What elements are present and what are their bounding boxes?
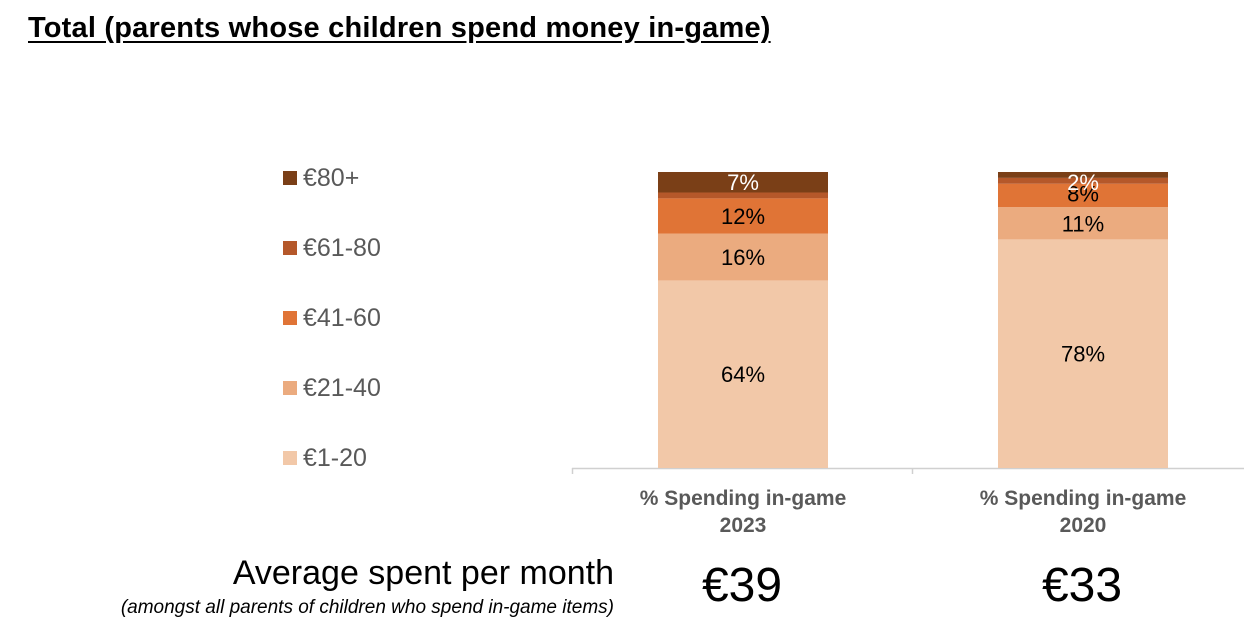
legend-item: €80+ (283, 163, 359, 193)
legend-label: €61-80 (303, 233, 381, 262)
average-note: (amongst all parents of children who spe… (120, 597, 614, 618)
x-tick-label: 2023 (720, 514, 767, 537)
legend-label: €1-20 (303, 443, 367, 472)
legend-item: €21-40 (283, 373, 381, 403)
x-tick-label: 2020 (1060, 514, 1107, 537)
legend-item: €1-20 (283, 443, 367, 473)
legend-item: €61-80 (283, 233, 381, 263)
bar-segment (658, 233, 828, 281)
bar-segment (998, 183, 1168, 208)
legend-swatch (283, 241, 297, 255)
bar-segment (998, 239, 1168, 468)
bar-segment (658, 280, 828, 468)
bar-segment (998, 172, 1168, 178)
bar-segment (998, 177, 1168, 184)
data-label: 64% (721, 362, 765, 387)
stacked-bar-chart: 64% 16% 12% 7% % Spending in-game 2023 78% 11% 8… (571, 170, 1244, 537)
data-label: 12% (721, 204, 765, 229)
legend-label: €41-60 (303, 303, 381, 332)
bar-segment (658, 172, 828, 193)
x-tick-label: % Spending in-game (640, 487, 847, 510)
bar-segment (658, 198, 828, 234)
bar-segment (658, 192, 828, 199)
legend-label: €80+ (303, 163, 360, 192)
bar-segment (998, 207, 1168, 240)
chart-title: Total (parents whose children spend mone… (28, 12, 771, 44)
legend-swatch (283, 171, 297, 185)
data-label: 11% (1062, 211, 1104, 236)
data-label: 8% (1067, 182, 1099, 207)
legend-swatch (283, 381, 297, 395)
data-label: 2% (1067, 170, 1099, 195)
data-label: 16% (721, 245, 765, 270)
data-label: 78% (1061, 342, 1105, 367)
average-value-2020: €33 (1041, 559, 1123, 612)
average-label: Average spent per month (232, 554, 614, 592)
legend-swatch (283, 311, 297, 325)
average-value-2023: €39 (701, 559, 783, 612)
legend-label: €21-40 (303, 373, 381, 402)
legend-swatch (283, 451, 297, 465)
data-label: 7% (727, 170, 759, 195)
legend-item: €41-60 (283, 303, 381, 333)
x-tick-label: % Spending in-game (980, 487, 1187, 510)
